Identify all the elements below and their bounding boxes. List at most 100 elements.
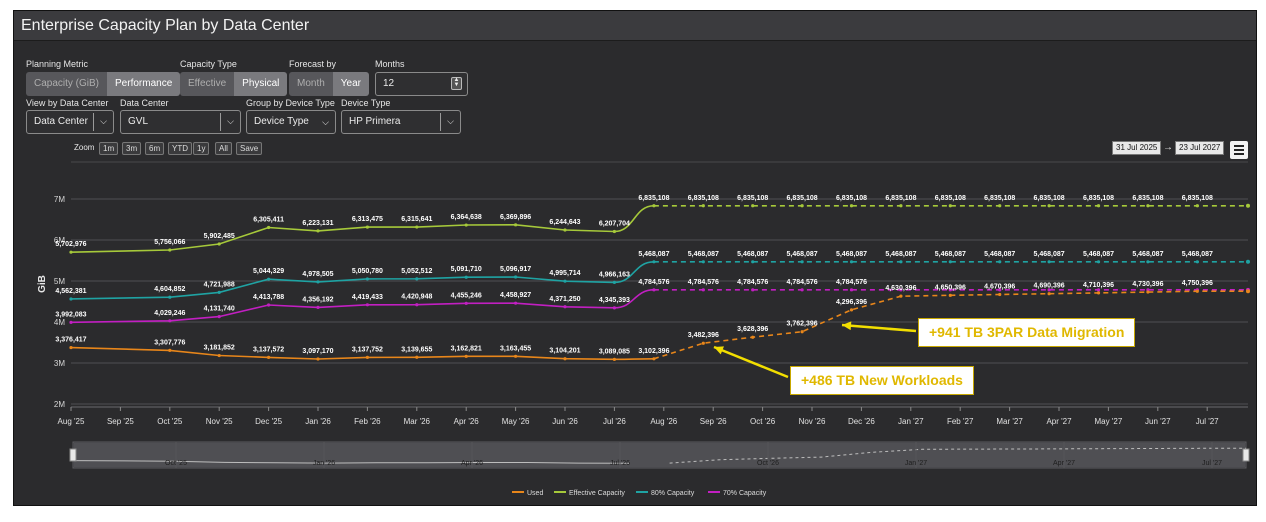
y-tick-label: 5M <box>54 277 65 286</box>
option-year[interactable]: Year <box>332 72 370 96</box>
option-performance[interactable]: Performance <box>107 72 181 96</box>
data-point-c80 <box>267 277 271 281</box>
data-point-c70 <box>563 305 567 309</box>
legend-item[interactable]: Used <box>512 490 543 497</box>
data-label-effective: 6,835,108 <box>737 195 768 202</box>
data-point-c80 <box>69 297 73 301</box>
zoom-6m-button[interactable]: 6m <box>145 142 165 155</box>
data-label-c70: 4,784,576 <box>787 279 818 286</box>
data-label-c80: 5,468,087 <box>1132 251 1163 258</box>
zoom-all-button[interactable]: All <box>215 142 232 155</box>
zoom-save-button[interactable]: Save <box>236 142 263 155</box>
zoom-1m-button[interactable]: 1m <box>99 142 119 155</box>
data-center-select[interactable]: GVL ⌵ <box>120 110 241 134</box>
data-label-effective: 6,305,411 <box>253 216 284 223</box>
legend-item[interactable]: Effective Capacity <box>554 490 625 497</box>
data-label-c80: 5,468,087 <box>836 251 867 258</box>
data-label-effective: 5,702,976 <box>55 241 86 248</box>
navigator-tick-label: Apr '26 <box>461 460 483 467</box>
legend-item[interactable]: 80% Capacity <box>636 490 695 497</box>
months-value: 12 <box>383 78 395 89</box>
data-point-c70 <box>849 288 854 292</box>
device-type-label: Device Type <box>341 98 391 108</box>
date-from-input[interactable]: 31 Jul 2025 <box>1112 141 1162 155</box>
data-label-c80: 5,091,710 <box>451 266 482 273</box>
data-point-c80 <box>1146 260 1150 264</box>
data-label-effective: 6,835,108 <box>1083 195 1114 202</box>
data-label-used: 3,482,396 <box>688 332 719 339</box>
data-label-effective: 6,835,108 <box>1132 195 1163 202</box>
data-point-c70 <box>217 314 221 319</box>
option-month[interactable]: Month <box>289 72 333 96</box>
data-label-c80: 5,050,780 <box>352 268 383 275</box>
x-tick-label: Feb '27 <box>947 417 974 426</box>
data-label-used: 4,730,396 <box>1132 281 1163 288</box>
data-point-c70 <box>1146 288 1150 292</box>
menu-icon[interactable] <box>1230 141 1248 159</box>
data-point-used <box>69 345 73 350</box>
months-input[interactable]: 12 ▲ ▼ <box>375 72 468 96</box>
device-type-select[interactable]: HP Primera ⌵ <box>341 110 461 134</box>
months-label: Months <box>375 59 405 69</box>
zoom-1y-button[interactable]: 1y <box>193 142 210 155</box>
data-point-used <box>849 308 854 312</box>
capacity-type-toggle: Effective Physical <box>180 72 288 96</box>
navigator-handle-right[interactable] <box>1242 448 1250 462</box>
navigator-tick-label: Jul '26 <box>610 460 630 467</box>
stepper-icon[interactable]: ▲ ▼ <box>451 77 462 90</box>
option-physical[interactable]: Physical <box>234 72 288 96</box>
data-label-used: 3,307,776 <box>154 339 185 346</box>
group-by-select[interactable]: Device Type ⌵ <box>246 110 336 134</box>
data-label-effective: 6,244,643 <box>549 219 580 226</box>
view-by-select[interactable]: Data Center ⌵ <box>26 110 114 134</box>
migration-arrow-head <box>842 321 852 331</box>
data-point-effective <box>1096 204 1101 208</box>
data-label-effective: 6,369,896 <box>500 214 531 221</box>
data-point-effective <box>267 225 271 230</box>
x-tick-label: Jun '26 <box>552 417 578 426</box>
legend-item[interactable]: 70% Capacity <box>708 490 767 497</box>
data-point-effective <box>1195 204 1199 208</box>
data-label-effective: 6,835,108 <box>1034 195 1065 202</box>
data-label-used: 3,104,201 <box>549 348 580 355</box>
data-label-c70: 4,420,948 <box>401 294 432 301</box>
data-label-used: 3,163,455 <box>500 345 531 352</box>
title-bar: Enterprise Capacity Plan by Data Center <box>14 11 1256 41</box>
data-label-used: 4,670,396 <box>984 284 1015 291</box>
data-point-c80 <box>701 260 705 264</box>
capacity-chart: 2M 3M 4M 5M 6M 7M GiB Aug '25 Sep '25 Oct '25 Nov … <box>37 161 1250 497</box>
data-label-c70: 4,784,576 <box>737 279 768 286</box>
option-effective[interactable]: Effective <box>180 72 235 96</box>
x-tick-label: Mar '27 <box>996 417 1023 426</box>
workloads-annotation: +486 TB New Workloads <box>790 366 974 395</box>
data-center-label: Data Center <box>120 98 169 108</box>
date-to-input[interactable]: 23 Jul 2027 <box>1175 141 1225 155</box>
data-point-used <box>415 355 419 359</box>
y-tick-label: 6M <box>54 236 65 245</box>
data-label-c80: 5,468,087 <box>1182 251 1213 258</box>
group-by-label: Group by Device Type <box>246 98 335 108</box>
chevron-down-icon: ⌵ <box>93 113 113 131</box>
x-tick-label: Apr '27 <box>1046 417 1072 426</box>
x-tick-label: Sep '26 <box>700 417 727 426</box>
chevron-down-icon: ⌵ <box>220 113 240 131</box>
data-label-c70: 4,345,393 <box>599 297 630 304</box>
zoom-3m-button[interactable]: 3m <box>122 142 142 155</box>
data-point-effective <box>1246 203 1250 208</box>
option-capacity-gib[interactable]: Capacity (GiB) <box>26 72 108 96</box>
data-label-used: 3,137,752 <box>352 346 383 353</box>
data-point-c80 <box>316 280 320 284</box>
navigator-handle-left[interactable] <box>69 448 77 462</box>
data-point-c70 <box>69 320 73 324</box>
navigator-line <box>72 460 630 464</box>
data-label-c80: 5,468,087 <box>935 251 966 258</box>
series-transition-used <box>614 358 654 361</box>
data-point-c70 <box>1047 288 1051 292</box>
data-label-c80: 5,052,512 <box>401 268 432 275</box>
data-label-c80: 5,468,087 <box>984 251 1015 258</box>
x-tick-label: Oct '26 <box>750 417 776 426</box>
data-point-c70 <box>701 288 705 292</box>
navigator-tick-label: Oct '26 <box>757 460 779 467</box>
data-point-c70 <box>652 288 656 292</box>
zoom-ytd-button[interactable]: YTD <box>168 142 192 155</box>
